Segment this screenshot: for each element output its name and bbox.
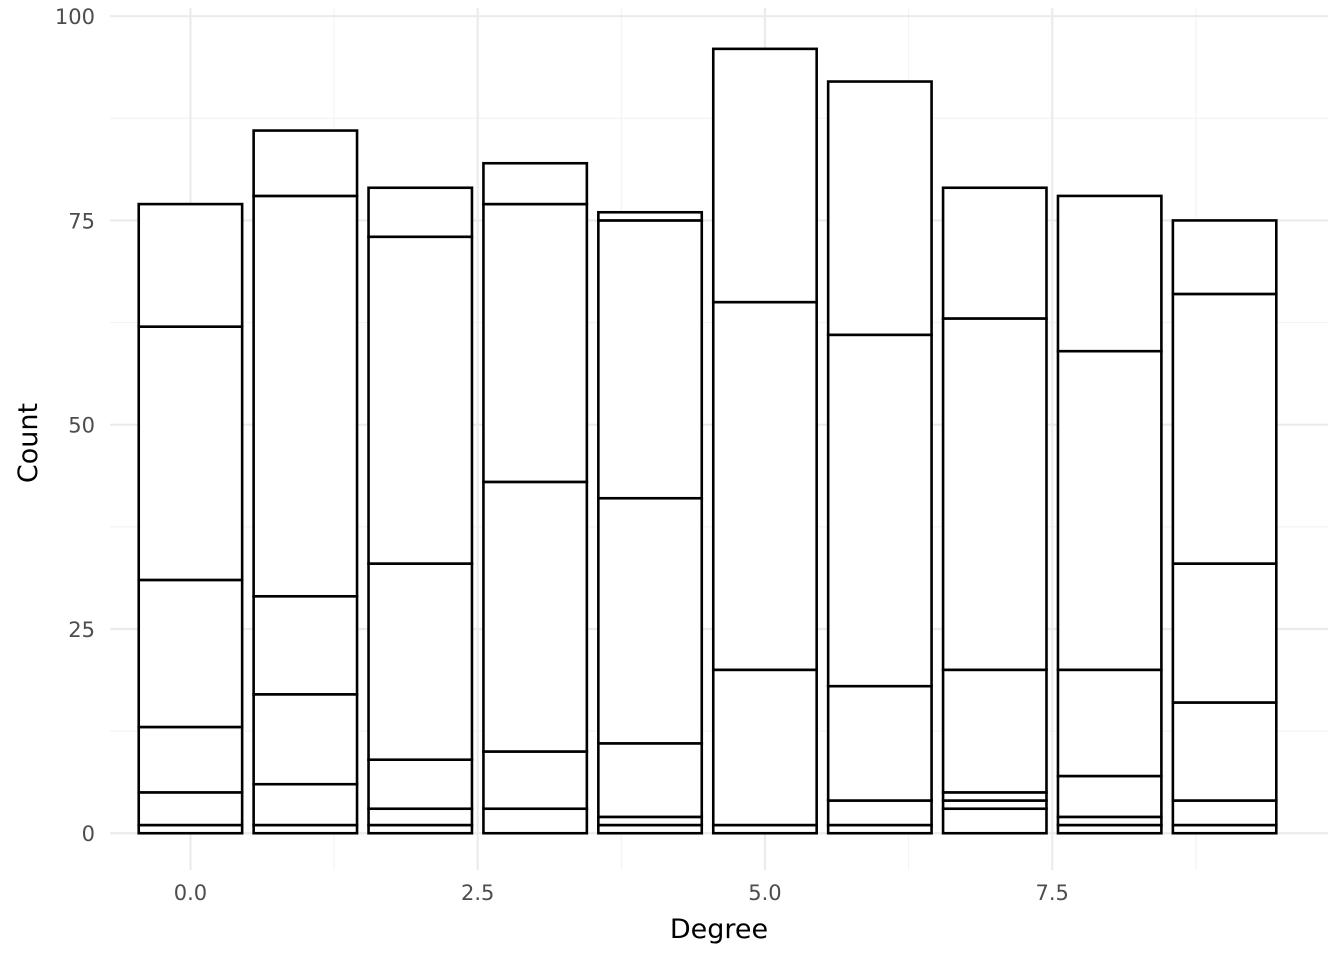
bar-segment (137, 791, 244, 827)
y-tick-label: 100 (55, 5, 95, 29)
bar-segment (826, 684, 933, 802)
bar-segment (252, 129, 359, 198)
x-tick-label: 0.0 (174, 881, 207, 905)
bar-segment (941, 186, 1048, 320)
bar-segment (1056, 349, 1163, 672)
bar-segment (1171, 799, 1278, 827)
y-tick-label: 0 (82, 822, 95, 846)
bar-group (711, 47, 818, 835)
bar-segment (367, 758, 474, 811)
bar-segment (597, 496, 704, 745)
bar-segment (1056, 194, 1163, 353)
bar-segment (826, 80, 933, 337)
bar-segment (137, 578, 244, 729)
y-axis-title: Count (13, 403, 44, 483)
bar-segment (711, 47, 818, 304)
bar-segment (252, 693, 359, 786)
bar-segment (252, 782, 359, 827)
bar-group (1056, 194, 1163, 835)
x-tick-label: 7.5 (1036, 881, 1069, 905)
bar-segment (137, 202, 244, 328)
bar-segment (482, 807, 589, 835)
bar-segment (1171, 219, 1278, 296)
bar-segment (711, 668, 818, 827)
bar-segment (252, 594, 359, 696)
bar-segment (1171, 292, 1278, 565)
bar-group (367, 186, 474, 835)
bar-segment (1056, 774, 1163, 819)
bar-segment (826, 799, 933, 827)
bar-segment (941, 668, 1048, 794)
bar-segment (1171, 562, 1278, 704)
bar-segment (137, 325, 244, 582)
bar-segment (941, 807, 1048, 835)
bar-group (941, 186, 1048, 835)
y-tick-label: 25 (68, 618, 95, 642)
x-axis-title: Degree (670, 914, 768, 945)
bar-segment (137, 725, 244, 794)
x-axis-ticks: 0.0 2.5 5.0 7.5 (174, 881, 1069, 905)
bar-group (137, 202, 244, 835)
bars (137, 47, 1278, 835)
bar-group (826, 80, 933, 835)
bar-segment (826, 333, 933, 688)
bar-segment (597, 210, 704, 222)
bar-group (252, 129, 359, 835)
bar-segment (482, 202, 589, 484)
bar-segment (367, 807, 474, 827)
bar-segment (367, 562, 474, 761)
bar-segment (711, 300, 818, 672)
bar-segment (597, 742, 704, 819)
bar-segment (597, 219, 704, 500)
bar-segment (367, 186, 474, 239)
x-tick-label: 5.0 (748, 881, 781, 905)
bar-group (1171, 219, 1278, 835)
bar-segment (367, 235, 474, 565)
bar-segment (941, 317, 1048, 672)
y-tick-label: 75 (68, 209, 95, 233)
bar-segment (1171, 701, 1278, 802)
bar-group (597, 210, 704, 835)
bar-segment (252, 194, 359, 598)
bar-segment (482, 161, 589, 206)
y-tick-label: 50 (68, 414, 95, 438)
y-axis-ticks: 0 25 50 75 100 (55, 5, 95, 846)
bar-segment (482, 480, 589, 753)
bar-group (482, 161, 589, 835)
bar-segment (482, 750, 589, 811)
bar-segment (1056, 668, 1163, 778)
x-tick-label: 2.5 (461, 881, 494, 905)
